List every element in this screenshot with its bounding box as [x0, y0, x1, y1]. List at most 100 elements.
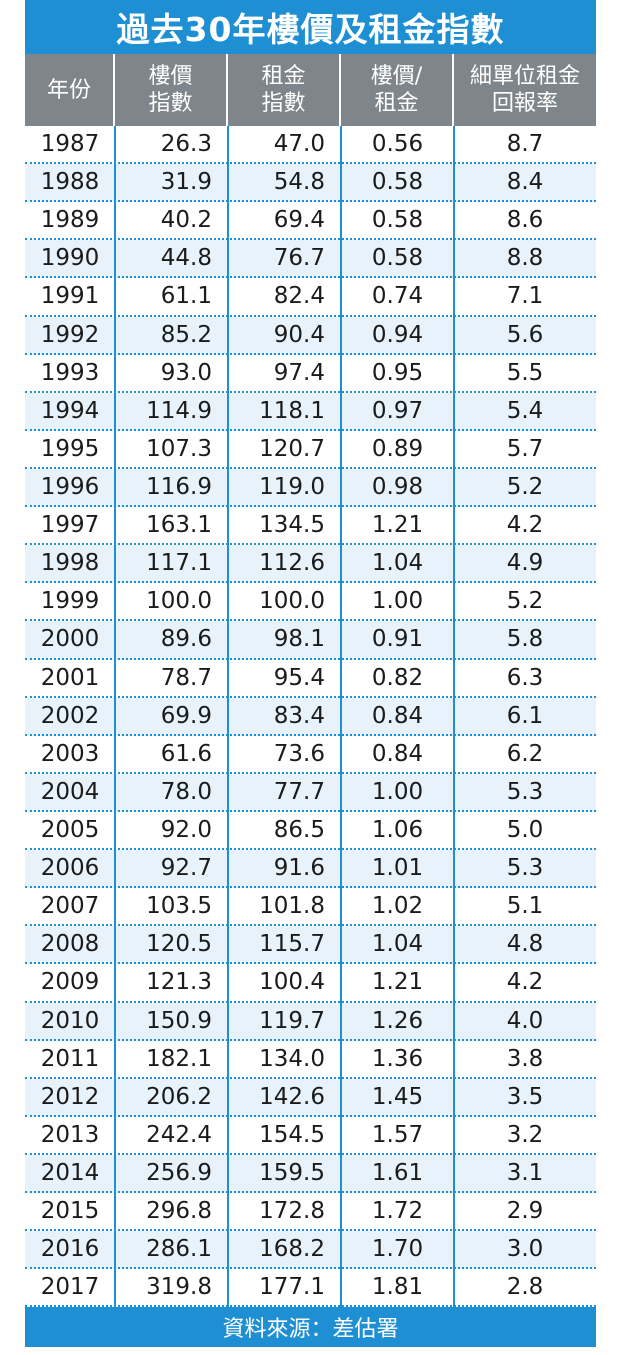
cell-year: 1995: [40, 435, 100, 462]
cell-price-rent-ratio: 0.58: [371, 207, 424, 234]
cell-yield: 2.8: [506, 1274, 544, 1301]
header-price-index-label: 樓價 指數: [148, 64, 193, 116]
cell-rent-index: 76.7: [273, 245, 325, 272]
table-row: 2017 319.8 177.1 1.81 2.8: [25, 1269, 596, 1308]
cell-price-rent-ratio: 0.91: [371, 626, 424, 653]
cell-year: 2011: [40, 1045, 100, 1072]
cell-rent-index: 100.4: [259, 969, 325, 996]
cell-price-rent-ratio: 1.61: [371, 1160, 424, 1186]
cell-yield: 5.4: [506, 397, 544, 424]
cell-rent-index: 73.6: [273, 740, 325, 767]
table-row: 1998 117.1 112.6 1.04 4.9: [25, 545, 596, 584]
cell-price-rent-ratio: 1.02: [371, 893, 424, 920]
cell-yield: 8.7: [506, 131, 544, 158]
cell-price-rent-ratio: 1.57: [371, 1121, 424, 1148]
cell-price-index: 319.8: [146, 1274, 212, 1301]
table-row: 2006 92.7 91.6 1.01 5.3: [25, 850, 596, 889]
cell-year: 2004: [40, 778, 100, 805]
cell-year: 2015: [40, 1198, 100, 1225]
cell-price-index: 256.9: [146, 1160, 212, 1186]
cell-yield: 5.0: [506, 817, 544, 844]
cell-price-rent-ratio: 1.21: [371, 969, 424, 996]
cell-rent-index: 142.6: [259, 1083, 325, 1110]
cell-yield: 5.2: [506, 474, 544, 501]
cell-price-index: 92.7: [160, 855, 212, 882]
table-row: 2009 121.3 100.4 1.21 4.2: [25, 964, 596, 1003]
cell-yield: 2.9: [506, 1198, 544, 1225]
cell-yield: 3.5: [506, 1083, 544, 1110]
cell-price-index: 100.0: [146, 588, 212, 615]
cell-price-rent-ratio: 1.45: [371, 1083, 424, 1110]
cell-rent-index: 91.6: [273, 855, 325, 882]
cell-yield: 8.6: [506, 207, 544, 234]
cell-price-index: 242.4: [146, 1121, 212, 1148]
cell-rent-index: 82.4: [273, 283, 325, 310]
table-row: 1987 26.3 47.0 0.56 8.7: [25, 126, 596, 165]
table-row: 2010 150.9 119.7 1.26 4.0: [25, 1002, 596, 1041]
cell-rent-index: 134.5: [259, 512, 325, 539]
table-row: 1999 100.0 100.0 1.00 5.2: [25, 583, 596, 622]
cell-rent-index: 100.0: [259, 588, 325, 615]
header-year-label: 年份: [46, 77, 91, 103]
table-row: 1994 114.9 118.1 0.97 5.4: [25, 392, 596, 431]
cell-price-rent-ratio: 0.58: [371, 245, 424, 272]
cell-yield: 3.0: [506, 1236, 544, 1263]
column-divider: [114, 126, 116, 1308]
cell-yield: 6.3: [506, 664, 544, 691]
cell-year: 1999: [40, 588, 100, 615]
cell-price-rent-ratio: 0.98: [371, 474, 424, 501]
cell-yield: 6.2: [506, 740, 544, 767]
cell-year: 2003: [40, 740, 100, 767]
cell-year: 1990: [40, 245, 100, 272]
cell-price-index: 120.5: [146, 931, 212, 958]
cell-price-index: 107.3: [146, 435, 212, 462]
cell-year: 2002: [40, 702, 100, 729]
cell-year: 1993: [40, 359, 100, 386]
cell-year: 2009: [40, 969, 100, 996]
table-row: 2013 242.4 154.5 1.57 3.2: [25, 1117, 596, 1155]
cell-yield: 4.2: [506, 512, 544, 539]
header-year: 年份: [25, 54, 115, 126]
cell-year: 1998: [40, 550, 100, 577]
cell-year: 1992: [40, 321, 100, 348]
cell-yield: 5.2: [506, 588, 544, 615]
cell-price-rent-ratio: 0.97: [371, 397, 424, 424]
cell-yield: 5.8: [506, 626, 544, 653]
cell-price-index: 296.8: [146, 1198, 212, 1225]
cell-rent-index: 115.7: [259, 931, 325, 958]
header-rent-index: 租金 指數: [228, 54, 341, 126]
cell-year: 2017: [40, 1274, 100, 1301]
cell-yield: 7.1: [506, 283, 544, 310]
cell-price-index: 44.8: [160, 245, 212, 272]
header-small-unit-yield-label: 細單位租金 回報率: [469, 64, 580, 116]
header-row: 年份 樓價 指數 租金 指數 樓價/租金 細單位租金 回報率: [25, 54, 596, 126]
header-rent-index-label: 租金 指數: [261, 64, 306, 116]
cell-price-index: 40.2: [160, 207, 212, 234]
cell-rent-index: 119.0: [259, 474, 325, 501]
cell-rent-index: 83.4: [273, 702, 325, 729]
cell-year: 1997: [40, 512, 100, 539]
cell-year: 1989: [40, 207, 100, 234]
cell-yield: 6.1: [506, 702, 544, 729]
cell-yield: 8.8: [506, 245, 544, 272]
cell-year: 2016: [40, 1236, 100, 1263]
cell-yield: 5.7: [506, 435, 544, 462]
cell-rent-index: 101.8: [259, 893, 325, 920]
table-row: 2011 182.1 134.0 1.36 3.8: [25, 1041, 596, 1079]
cell-price-index: 69.9: [160, 702, 212, 729]
cell-yield: 5.1: [506, 893, 544, 920]
cell-price-rent-ratio: 1.06: [371, 817, 424, 844]
cell-price-rent-ratio: 1.00: [371, 778, 424, 805]
cell-rent-index: 90.4: [273, 321, 325, 348]
column-divider: [453, 126, 455, 1308]
cell-year: 1994: [40, 397, 100, 424]
column-divider: [340, 126, 342, 1308]
cell-price-rent-ratio: 0.82: [371, 664, 424, 691]
cell-price-rent-ratio: 1.01: [371, 855, 424, 882]
table-row: 2000 89.6 98.1 0.91 5.8: [25, 621, 596, 660]
cell-price-rent-ratio: 1.81: [371, 1274, 424, 1301]
cell-year: 2007: [40, 893, 100, 920]
table-row: 2004 78.0 77.7 1.00 5.3: [25, 773, 596, 812]
table-body: 1987 26.3 47.0 0.56 8.7 1988 31.9 54.8 0.58 8.4 19…: [25, 126, 596, 1308]
table-row: 2005 92.0 86.5 1.06 5.0: [25, 812, 596, 851]
